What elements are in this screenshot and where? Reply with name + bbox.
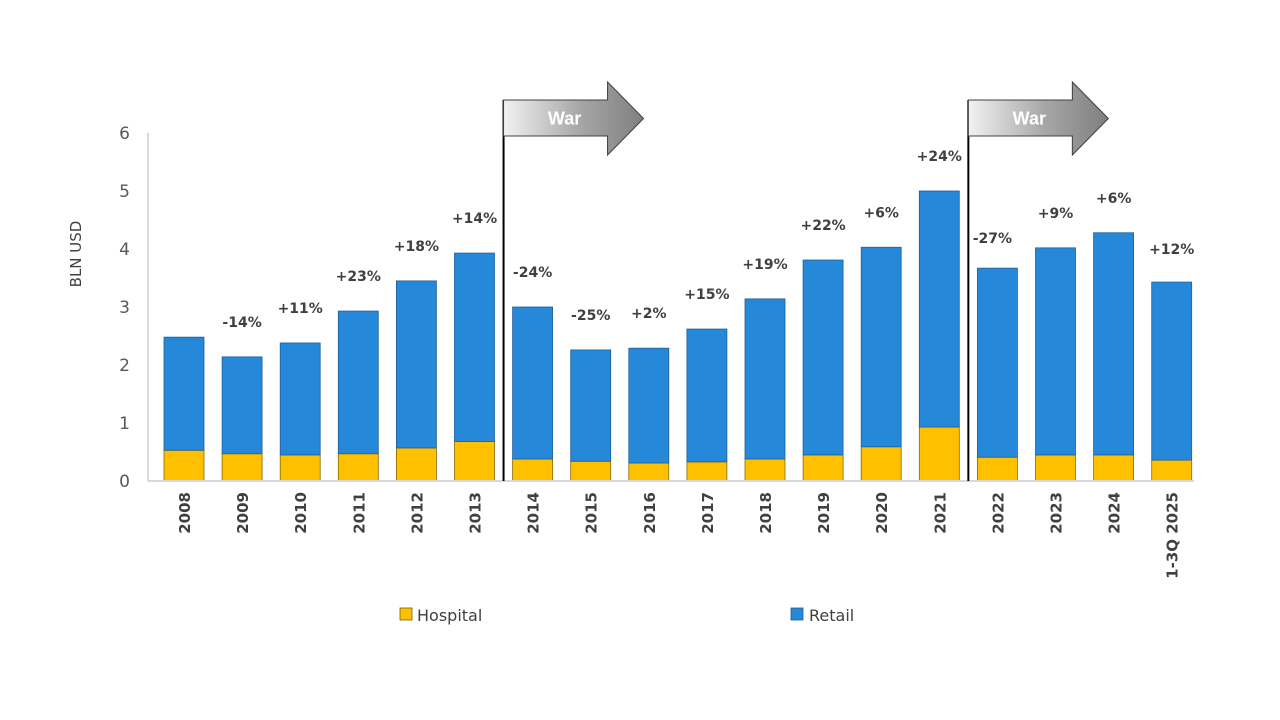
x-tick-label: 2018	[757, 492, 775, 534]
legend-swatch-retail	[790, 607, 804, 621]
bar-retail	[454, 252, 495, 442]
legend-label-hospital: Hospital	[417, 606, 482, 625]
bar-hospital	[1151, 459, 1193, 482]
growth-label: +14%	[452, 211, 497, 227]
x-tick-label: 2014	[525, 492, 543, 534]
bar-hospital	[512, 458, 553, 482]
x-tick-label: 2017	[699, 492, 717, 534]
x-tick-label: 2023	[1048, 492, 1066, 534]
bar-retail	[860, 246, 902, 448]
bar-retail	[802, 259, 844, 456]
bar-hospital	[279, 454, 321, 482]
war-arrow-icon	[503, 80, 645, 157]
x-tick-label: 2022	[989, 492, 1007, 534]
growth-label: -14%	[222, 315, 261, 331]
bar-retail	[395, 280, 437, 449]
growth-label: -27%	[973, 231, 1012, 247]
bar-retail	[279, 342, 321, 456]
bar-retail	[163, 336, 205, 451]
bar-hospital	[628, 462, 670, 482]
x-tick-label: 2019	[815, 492, 833, 534]
growth-label: +11%	[278, 301, 323, 317]
bar-retail	[337, 310, 379, 455]
bar-hospital	[163, 449, 205, 482]
x-tick-label: 2008	[176, 492, 194, 534]
bar-retail	[1093, 232, 1134, 456]
x-tick-label: 2009	[234, 492, 252, 534]
bar-hospital	[395, 447, 437, 482]
bar-retail	[977, 267, 1018, 458]
growth-label: +6%	[863, 205, 899, 221]
growth-label: +12%	[1149, 242, 1194, 258]
x-tick-label: 2010	[292, 492, 310, 534]
x-tick-label: 2011	[350, 492, 368, 534]
bar-hospital	[977, 456, 1018, 482]
bar-hospital	[1093, 454, 1134, 482]
growth-label: -25%	[571, 308, 610, 324]
y-tick-label: 4	[119, 240, 130, 260]
war-label: War	[548, 109, 581, 129]
bar-hospital	[454, 441, 495, 482]
x-tick-label: 2015	[583, 492, 601, 534]
bar-retail	[512, 306, 553, 460]
growth-label: -24%	[513, 265, 552, 281]
bar-retail	[744, 298, 786, 460]
x-tick-label: 2012	[408, 492, 426, 534]
war-label: War	[1013, 109, 1046, 129]
growth-label: +19%	[742, 257, 787, 273]
growth-label: +9%	[1038, 206, 1074, 222]
growth-label: +22%	[800, 218, 845, 234]
bar-hospital	[1035, 454, 1076, 482]
y-tick-label: 0	[119, 472, 130, 492]
bar-hospital	[686, 461, 728, 482]
bar-hospital	[918, 426, 960, 482]
bar-hospital	[860, 446, 902, 482]
y-tick-label: 2	[119, 356, 130, 376]
y-axis-title: BLN USD	[67, 221, 85, 288]
war-arrow-icon	[967, 80, 1110, 157]
bar-retail	[918, 190, 960, 428]
growth-label: +18%	[394, 239, 439, 255]
bar-hospital	[337, 453, 379, 482]
growth-label: +23%	[336, 269, 381, 285]
growth-label: +2%	[631, 306, 667, 322]
x-tick-label: 2021	[931, 492, 949, 534]
growth-label: +6%	[1096, 191, 1132, 207]
x-tick-label: 1-3Q 2025	[1164, 492, 1182, 579]
legend: Hospital Retail	[399, 606, 854, 625]
y-tick-label: 3	[119, 298, 130, 318]
y-tick-label: 1	[119, 414, 130, 434]
legend-swatch-hospital	[399, 607, 413, 621]
bar-retail	[221, 356, 263, 455]
growth-label: +15%	[684, 287, 729, 303]
x-tick-label: 2013	[467, 492, 485, 534]
bar-hospital	[221, 453, 263, 482]
growth-label: +24%	[917, 149, 962, 165]
y-tick-label: 6	[119, 124, 130, 144]
bar-hospital	[744, 458, 786, 482]
bar-hospital	[570, 460, 612, 482]
legend-label-retail: Retail	[809, 606, 854, 625]
x-tick-label: 2024	[1106, 492, 1124, 534]
y-tick-label: 5	[119, 182, 130, 202]
x-tick-label: 2016	[641, 492, 659, 534]
x-tick-label: 2020	[873, 492, 891, 534]
bar-retail	[628, 347, 670, 464]
bar-retail	[1151, 281, 1193, 461]
bar-retail	[570, 349, 612, 462]
bar-hospital	[802, 454, 844, 482]
bar-retail	[686, 328, 728, 463]
bar-retail	[1035, 247, 1076, 456]
